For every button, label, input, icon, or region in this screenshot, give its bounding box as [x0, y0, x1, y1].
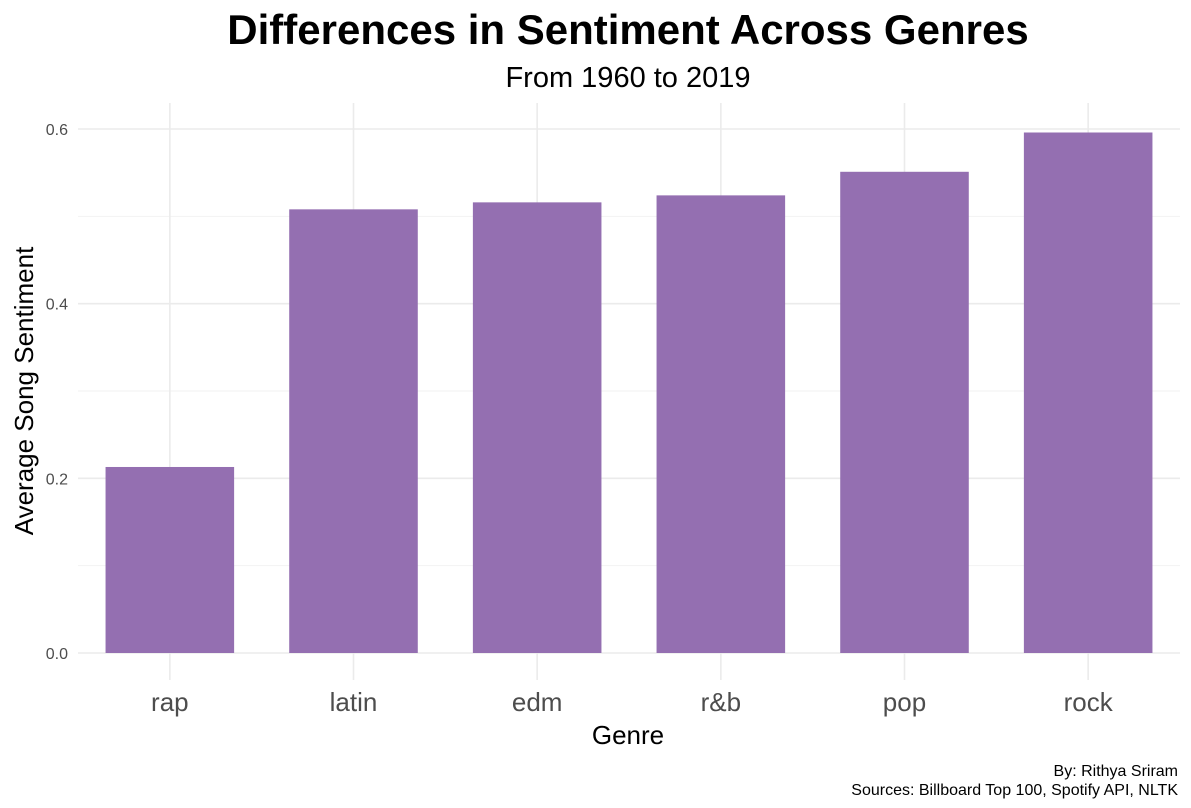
y-tick-label: 0.0	[46, 646, 68, 663]
y-tick-label: 0.2	[46, 471, 68, 488]
x-axis-title: Genre	[592, 720, 664, 750]
bar-pop	[840, 171, 969, 653]
x-tick-label: pop	[883, 687, 926, 717]
y-tick-label: 0.6	[46, 122, 68, 139]
y-axis-ticks: 0.0 0.2 0.4 0.6	[46, 122, 68, 663]
bar-latin	[289, 209, 418, 653]
x-tick-label: edm	[512, 687, 563, 717]
x-tick-label: rock	[1064, 687, 1114, 717]
x-tick-label: latin	[330, 687, 378, 717]
bar-rb	[656, 195, 786, 653]
y-tick-label: 0.4	[46, 297, 68, 314]
x-axis-ticks: rap latin edm r&b pop rock	[151, 687, 1114, 717]
bar-rap	[105, 466, 235, 653]
caption-sources: Sources: Billboard Top 100, Spotify API,…	[851, 782, 1178, 799]
bar-rock	[1023, 132, 1153, 653]
x-tick-label: rap	[151, 687, 189, 717]
bars	[105, 132, 1153, 654]
grid-lines	[78, 103, 1180, 680]
caption-author: By: Rithya Sriram	[1054, 763, 1178, 780]
chart-subtitle: From 1960 to 2019	[505, 62, 750, 94]
y-axis-title: Average Song Sentiment	[9, 246, 39, 535]
x-tick-label: r&b	[701, 687, 741, 717]
chart-title: Differences in Sentiment Across Genres	[227, 6, 1028, 53]
bar-edm	[472, 202, 602, 654]
